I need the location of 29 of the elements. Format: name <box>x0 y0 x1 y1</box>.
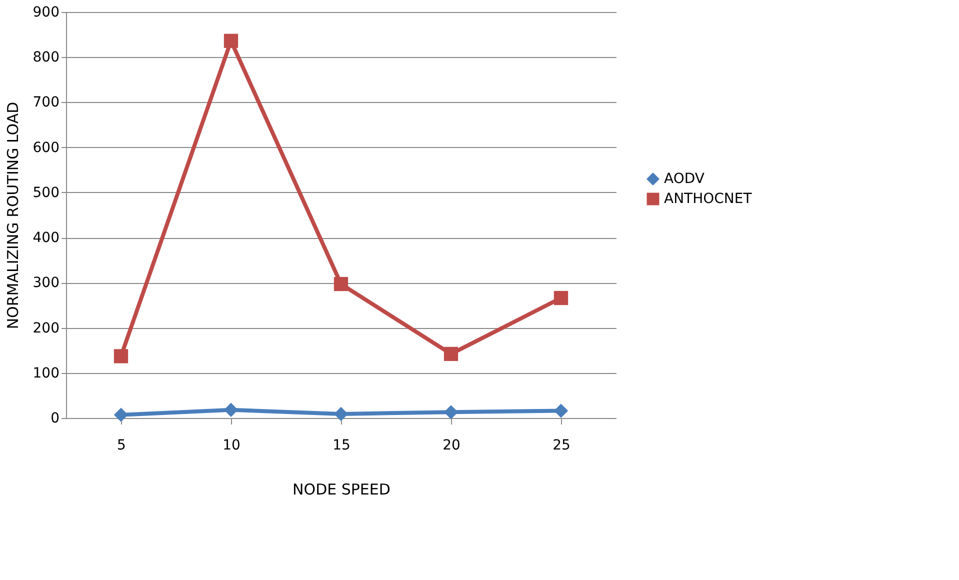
point <box>444 405 458 420</box>
y-tick-label: 300 <box>32 275 60 292</box>
point <box>554 290 568 306</box>
x-tick-label: 10 <box>222 438 240 454</box>
point <box>224 34 238 48</box>
y-tick-label: 0 <box>50 410 60 426</box>
point <box>334 276 348 292</box>
y-tick-label: 400 <box>32 230 60 246</box>
y-tick-label: 500 <box>32 184 60 201</box>
legend-label: AODV <box>664 171 705 187</box>
y-tick-label: 600 <box>32 140 60 156</box>
legend-label: ANTHOCNET <box>664 191 752 207</box>
point <box>114 408 128 422</box>
y-tick-label: 100 <box>32 365 60 382</box>
y-tick-label: 900 <box>32 4 60 20</box>
point <box>224 402 238 417</box>
y-tick-label: 200 <box>32 320 60 336</box>
x-tick-label: 25 <box>552 438 570 454</box>
x-tick-label: 15 <box>332 438 350 454</box>
x-tick-label: 20 <box>442 438 460 454</box>
y-tick-label: 700 <box>32 94 60 111</box>
y-axis-title: NORMALIZING ROUTING LOAD <box>4 102 22 330</box>
point <box>444 346 458 362</box>
y-tick-label: 800 <box>32 50 60 66</box>
point <box>334 406 348 422</box>
x-axis-title: NODE SPEED <box>292 480 390 498</box>
point <box>114 349 128 364</box>
point <box>554 404 568 418</box>
x-tick-label: 5 <box>117 438 126 454</box>
